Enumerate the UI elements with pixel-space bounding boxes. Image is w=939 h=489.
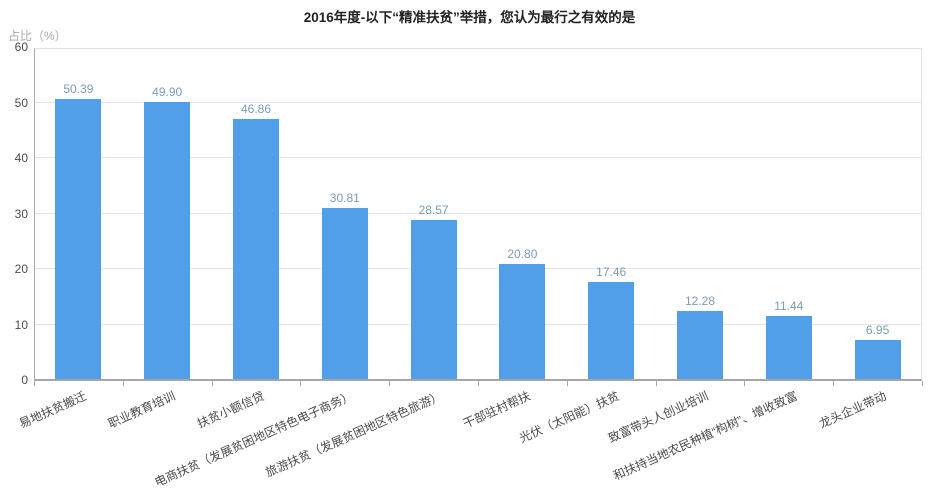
- y-tick-label: 10: [14, 317, 28, 332]
- x-axis-label: 扶贫小额信贷: [195, 388, 267, 431]
- x-axis-tick: [34, 381, 35, 386]
- gridline: [35, 101, 921, 103]
- x-axis-label: 龙头企业带动: [816, 388, 889, 431]
- bar: [144, 102, 191, 379]
- bar: [233, 118, 279, 379]
- y-tick-label: 50: [14, 95, 28, 110]
- gridline: [35, 323, 921, 325]
- x-axis-tick: [389, 381, 391, 386]
- bar: [854, 340, 901, 379]
- x-axis-tick: [122, 381, 124, 386]
- gridline: [35, 157, 921, 158]
- bar-value-label: 6.95: [865, 323, 890, 338]
- bar: [410, 220, 457, 379]
- gridline: [35, 268, 921, 269]
- y-axis-title: 占比（%）: [8, 29, 67, 43]
- plot-area: 50.39 49.90 46.86 30.81 28.57 20.80 17.46 12.28…: [34, 48, 922, 381]
- x-axis-tick: [478, 381, 479, 386]
- x-axis-tick: [744, 381, 746, 386]
- bar: [677, 310, 723, 379]
- bar-value-label: 28.57: [418, 203, 449, 218]
- bar: [499, 263, 546, 379]
- x-axis-label: 干部驻村帮扶: [461, 388, 533, 431]
- x-axis-tick: [655, 381, 657, 386]
- y-tick-label: 0: [21, 373, 28, 387]
- x-axis-tick: [300, 381, 302, 386]
- bar-value-label: 11.44: [774, 298, 804, 313]
- bar: [55, 99, 102, 379]
- y-tick-label: 40: [14, 151, 28, 165]
- x-axis-label: 职业教育培训: [106, 388, 178, 431]
- y-tick-label: 60: [14, 40, 28, 54]
- x-axis-label: 光伏（太阳能）扶贫: [517, 388, 622, 446]
- x-axis-label: 易地扶贫搬迁: [17, 388, 89, 431]
- bar: [765, 315, 812, 379]
- bar-value-label: 17.46: [596, 265, 627, 280]
- chart-title: 2016年度-以下“精准扶贫”举措，您认为最行之有效的是: [303, 10, 636, 25]
- bar: [588, 282, 635, 379]
- bar-value-label: 12.28: [684, 293, 715, 308]
- bar-value-label: 30.81: [329, 191, 360, 205]
- x-axis-tick: [922, 381, 923, 386]
- bar: [321, 208, 368, 379]
- bar-value-label: 50.39: [63, 82, 94, 97]
- y-tick-label: 30: [14, 206, 28, 221]
- bar-value-label: 49.90: [152, 85, 183, 100]
- bar-value-label: 20.80: [507, 246, 538, 261]
- y-tick-label: 20: [14, 262, 28, 276]
- x-axis-tick: [211, 381, 213, 386]
- x-axis-tick: [566, 381, 568, 386]
- bar-value-label: 46.86: [240, 101, 271, 116]
- gridline: [35, 212, 921, 214]
- x-axis-tick: [833, 381, 835, 386]
